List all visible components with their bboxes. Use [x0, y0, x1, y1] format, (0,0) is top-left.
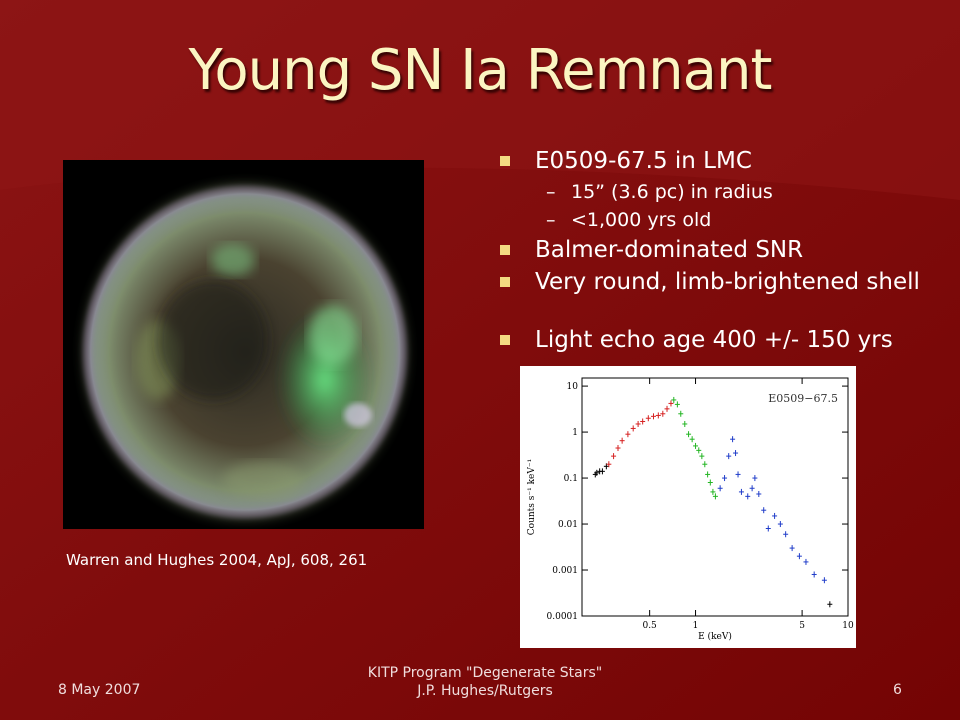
plot-frame — [581, 377, 849, 617]
bullet-text: Light echo age 400 +/- 150 yrs — [535, 327, 893, 353]
square-bullet-icon — [500, 245, 510, 255]
bullet-text: Balmer-dominated SNR — [535, 237, 804, 263]
data-point — [717, 485, 723, 492]
data-point — [655, 412, 661, 419]
data-point — [756, 491, 762, 498]
x-tick-label: 1 — [693, 621, 699, 631]
data-point — [699, 453, 705, 460]
data-point — [630, 425, 636, 432]
square-bullet-icon — [500, 277, 510, 287]
remnant-image — [63, 160, 424, 529]
data-point — [811, 571, 817, 578]
chart-title: E0509−67.5 — [768, 392, 838, 405]
data-point — [635, 420, 641, 427]
data-point — [761, 507, 767, 514]
data-point — [664, 405, 670, 412]
data-point — [745, 493, 751, 500]
data-point — [625, 431, 631, 438]
data-point — [803, 558, 809, 565]
x-tick-label: 10 — [842, 621, 854, 631]
data-point — [640, 418, 646, 425]
data-point — [682, 420, 688, 427]
square-bullet-icon — [500, 156, 510, 166]
data-point — [702, 461, 708, 468]
data-point — [749, 485, 755, 492]
square-bullet-icon — [500, 335, 510, 345]
data-point — [599, 468, 605, 475]
page-number: 6 — [893, 682, 902, 698]
data-point — [696, 447, 702, 454]
data-point — [733, 450, 739, 457]
footer-date: 8 May 2007 — [58, 682, 141, 698]
data-point — [660, 410, 666, 417]
dash-bullet-icon: – — [546, 209, 556, 231]
x-tick-label: 5 — [799, 621, 805, 631]
data-point — [606, 461, 612, 468]
slide-title: Young SN Ia Remnant — [188, 38, 773, 103]
dash-bullet-icon: – — [546, 181, 556, 203]
data-point — [651, 413, 657, 420]
spectrum-svg: 10 1 0.1 0.01 0.001 0.0001 0.5 1 5 10 E (keV) Count… — [527, 377, 854, 642]
data-point — [789, 545, 795, 552]
y-tick-label: 0.0001 — [547, 612, 579, 622]
data-point — [821, 577, 827, 584]
sub-bullet-text: <1,000 yrs old — [571, 209, 712, 231]
y-tick-label: 0.01 — [558, 520, 578, 530]
data-point — [772, 512, 778, 519]
data-point — [722, 475, 728, 482]
y-tick-label: 10 — [567, 382, 579, 392]
bullet-text: Very round, limb-brightened shell — [535, 269, 920, 295]
data-point — [726, 453, 732, 460]
data-point — [735, 471, 741, 478]
data-point — [645, 415, 651, 422]
footer-author: J.P. Hughes/Rutgers — [417, 683, 553, 699]
footer-center: KITP Program "Degenerate Stars" J.P. Hug… — [330, 664, 640, 700]
data-point — [738, 488, 744, 495]
data-point — [752, 475, 758, 482]
y-tick-label: 0.001 — [552, 566, 578, 576]
data-point — [730, 436, 736, 443]
data-point — [827, 601, 833, 608]
data-point — [668, 400, 674, 407]
xray-spectrum-chart: 10 1 0.1 0.01 0.001 0.0001 0.5 1 5 10 E (keV) Count… — [520, 366, 856, 648]
data-point — [594, 469, 600, 476]
x-axis-label: E (keV) — [698, 631, 732, 642]
data-point — [671, 396, 677, 403]
data-point — [765, 525, 771, 532]
data-point — [689, 436, 695, 443]
y-axis-label: Counts s⁻¹ keV⁻¹ — [527, 459, 537, 535]
data-point — [705, 471, 711, 478]
data-point — [611, 453, 617, 460]
data-point — [693, 442, 699, 449]
data-point — [707, 479, 713, 486]
data-point — [615, 445, 621, 452]
image-credit: Warren and Hughes 2004, ApJ, 608, 261 — [66, 551, 368, 569]
x-tick-label: 0.5 — [642, 621, 657, 631]
y-tick-label: 1 — [572, 428, 578, 438]
y-tick-label: 0.1 — [564, 474, 578, 484]
footer-program: KITP Program "Degenerate Stars" — [367, 665, 603, 681]
data-point — [777, 521, 783, 528]
data-point — [674, 401, 680, 408]
data-point — [796, 553, 802, 560]
data-point — [783, 531, 789, 538]
bullet-text: E0509-67.5 in LMC — [535, 148, 752, 174]
sub-bullet-text: 15” (3.6 pc) in radius — [571, 181, 773, 203]
data-point — [710, 488, 716, 495]
data-point — [678, 410, 684, 417]
data-point — [619, 437, 625, 444]
data-point — [686, 431, 692, 438]
data-point — [712, 493, 718, 500]
